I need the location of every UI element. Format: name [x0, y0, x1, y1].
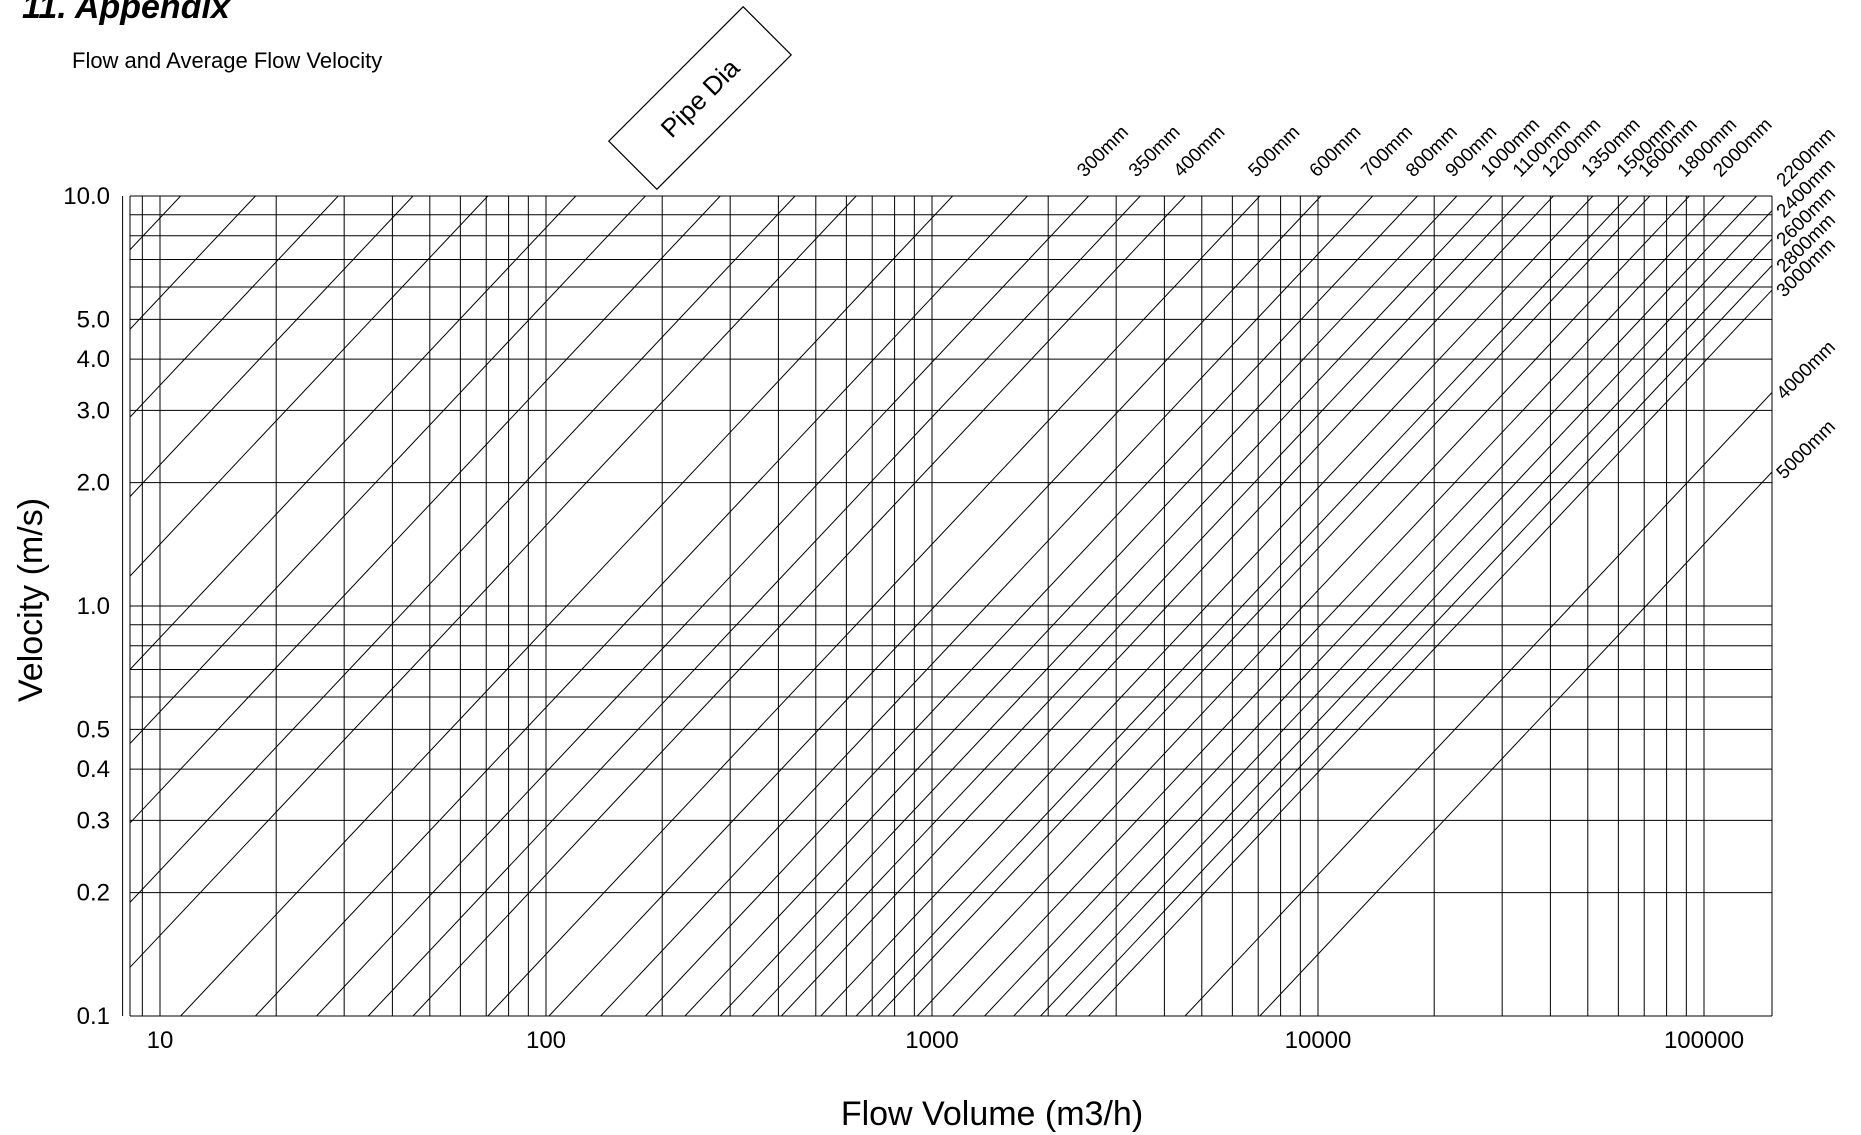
x-tick-100: 100 [526, 1027, 566, 1054]
pipe-line-1000mm [719, 196, 1493, 1016]
pipe-line-2000mm [952, 196, 1725, 1016]
pipe-label-5000mm: 5000mm [1773, 416, 1840, 483]
y-tick-0.3: 0.3 [77, 807, 110, 834]
pipe-dia-box [607, 5, 793, 191]
y-tick-2.0: 2.0 [77, 470, 110, 497]
pipe-label-500mm: 500mm [1245, 122, 1305, 182]
pipe-diameter-lines [130, 196, 1772, 1016]
x-tick-10: 10 [147, 1027, 174, 1054]
pipe-line-2800mm [1065, 264, 1772, 1016]
y-tick-3.0: 3.0 [77, 397, 110, 424]
pipe-line-200mm [180, 196, 953, 1016]
y-tick-10.0: 10.0 [63, 183, 110, 210]
pipe-line-2400mm [1013, 209, 1772, 1016]
y-tick-0.2: 0.2 [77, 880, 110, 907]
chart-subtitle: Flow and Average Flow Velocity [72, 48, 383, 73]
pipe-line-500mm [487, 196, 1261, 1016]
horizontal-grid [130, 195, 1772, 1017]
x-tick-1000: 1000 [905, 1027, 958, 1054]
pipe-line-3000mm [1088, 289, 1772, 1016]
pipe-line-125mm [130, 196, 796, 904]
y-tick-0.1: 0.1 [77, 1003, 110, 1030]
pipe-line-4000mm [1184, 391, 1772, 1016]
pipe-line-5000mm [1259, 471, 1772, 1016]
pipe-line-2600mm [1040, 238, 1772, 1016]
pipe-dia-legend-box: Pipe Dia [607, 5, 793, 191]
pipe-line-150mm [130, 196, 857, 969]
pipe-line-1600mm [877, 196, 1651, 1016]
pipe-line-1200mm [781, 196, 1554, 1016]
x-tick-100000: 100000 [1664, 1027, 1744, 1054]
pipe-line-700mm [600, 196, 1374, 1016]
pipe-line-2200mm [984, 196, 1757, 1016]
pipe-line-1100mm [751, 196, 1525, 1016]
pipe-line-250mm [255, 196, 1028, 1016]
pipe-line-50mm [130, 196, 489, 577]
pipe-line-40mm [130, 196, 414, 498]
y-tick-0.4: 0.4 [77, 756, 110, 783]
x-tick-labels: 10 100 1000 10000 100000 [147, 1027, 1744, 1054]
y-axis-title: Velocity (m/s) [12, 498, 50, 702]
pipe-line-800mm [645, 196, 1418, 1016]
x-axis-title: Flow Volume (m3/h) [841, 1095, 1143, 1133]
pipe-label-4000mm: 4000mm [1773, 337, 1840, 404]
pipe-line-65mm [130, 196, 577, 671]
pipe-line-32mm [130, 196, 339, 418]
pipe-line-300mm [316, 196, 1089, 1016]
pipe-line-1800mm [916, 196, 1690, 1016]
pipe-line-80mm [130, 196, 646, 745]
y-tick-5.0: 5.0 [77, 306, 110, 333]
pipe-label-600mm: 600mm [1306, 122, 1366, 182]
y-tick-labels: 10.0 5.0 4.0 3.0 2.0 1.0 0.5 0.4 0.3 0.2 0.1 [63, 183, 110, 1030]
pipe-line-600mm [548, 196, 1322, 1016]
x-tick-10000: 10000 [1285, 1027, 1352, 1054]
pipe-line-1500mm [855, 196, 1629, 1016]
y-tick-4.0: 4.0 [77, 346, 110, 373]
pipe-line-100mm [130, 196, 721, 824]
pipe-line-900mm [684, 196, 1458, 1016]
pipe-line-350mm [367, 196, 1141, 1016]
pipe-line-1350mm [820, 196, 1594, 1016]
pipe-label-300mm: 300mm [1073, 122, 1133, 182]
page-heading: 11. Appendix [22, 0, 230, 26]
pipe-line-400mm [412, 196, 1186, 1016]
y-tick-1.0: 1.0 [77, 593, 110, 620]
y-tick-0.5: 0.5 [77, 716, 110, 743]
